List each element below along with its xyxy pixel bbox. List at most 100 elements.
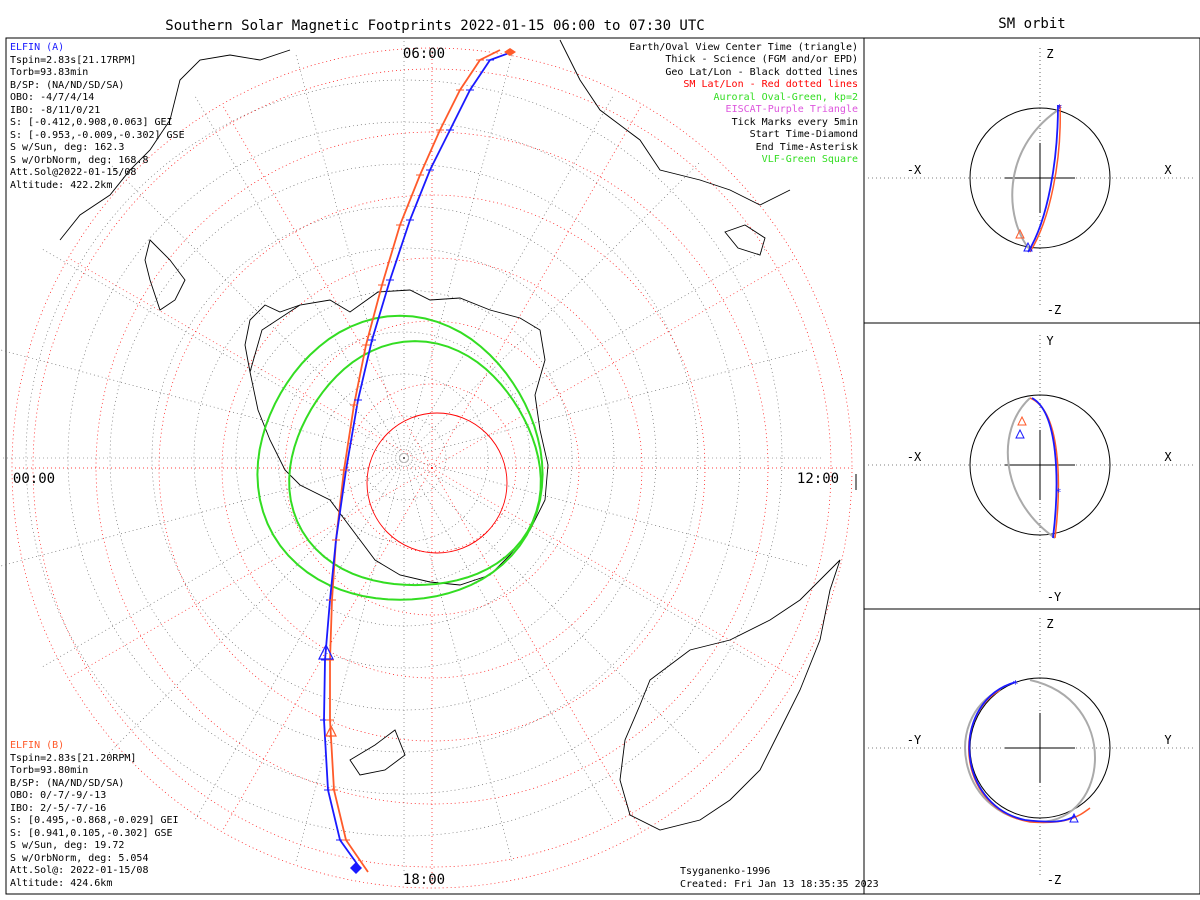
geo-latitude-circle	[25, 79, 783, 837]
earth-circle	[969, 394, 1111, 536]
orbit-frame	[863, 37, 1200, 895]
tierra-del-fuego	[144, 239, 186, 311]
orbit-end-asterisk: *	[1012, 678, 1019, 691]
orbit-triangle-b	[1015, 228, 1025, 239]
legend-entry: End Time-Asterisk	[756, 142, 858, 153]
geo-longitude-line	[0, 349, 405, 459]
elfin-a-start-diamond	[350, 862, 362, 874]
footprint-tracks	[318, 48, 516, 874]
mlt-label-bottom: 18:00	[403, 872, 445, 888]
sm-longitude-line	[68, 257, 433, 469]
antarctic-peninsula	[244, 304, 301, 373]
sm-orbit-panels: Z -Z -X X * Y -Y -X X * Z -Z -Y Y *	[868, 47, 1196, 887]
sm-longitude-line	[431, 104, 643, 469]
elfin-a-line: S: [-0.412,0.908,0.063] GEI	[10, 117, 173, 128]
legend: Earth/Oval View Center Time (triangle) T…	[629, 42, 858, 165]
geo-longitude-line	[403, 457, 768, 669]
elfin-a-line: Att.Sol@2022-01-15/08	[10, 167, 136, 178]
geo-longitude-line	[193, 457, 405, 822]
sm-axis-label-bottom: -Y	[1047, 590, 1062, 604]
geo-longitude-line	[193, 94, 405, 459]
geo-longitude-line	[295, 52, 405, 459]
elfin-b-line: Tspin=2.83s[21.20RPM]	[10, 753, 136, 764]
sm-axis-label-left: -X	[907, 163, 922, 177]
orbit-elfin-b	[1029, 104, 1061, 253]
sm-orbit-panel: Y -Y -X X *	[868, 334, 1196, 604]
elfin-b-line: IBO: 2/-5/-7/-16	[10, 803, 106, 814]
elfin-b-line: B/SP: (NA/ND/SD/SA)	[10, 778, 124, 789]
orbit-elfin-b	[968, 689, 1091, 824]
elfin-b-line: OBO: 0/-7/-9/-13	[10, 790, 106, 801]
elfin-a-line: S w/OrbNorm, deg: 168.8	[10, 155, 148, 166]
sm-axis-label-right: X	[1164, 163, 1172, 177]
elfin-a-name: ELFIN (A)	[10, 42, 64, 53]
elfin-b-line: Torb=93.80min	[10, 765, 88, 776]
sm-grid	[11, 47, 853, 889]
geo-longitude-line	[106, 457, 405, 756]
geo-grid	[0, 38, 824, 878]
legend-entry: Start Time-Diamond	[750, 129, 858, 140]
sm-axis-label-bottom: -Z	[1047, 303, 1061, 317]
orbit-elfin-a	[968, 681, 1076, 823]
elfin-a-line: Torb=93.83min	[10, 67, 88, 78]
elfin-b-line: S: [0.941,0.105,-0.302] GSE	[10, 828, 173, 839]
sm-axis-label-right: Y	[1164, 733, 1172, 747]
legend-entry: SM Lat/Lon - Red dotted lines	[683, 79, 858, 90]
elfin-b-name: ELFIN (B)	[10, 740, 64, 751]
coastlines	[59, 39, 841, 831]
elfin-b-line: Att.Sol@: 2022-01-15/08	[10, 865, 148, 876]
model-label: Tsyganenko-1996	[680, 866, 770, 877]
orbit-title: SM orbit	[998, 16, 1065, 32]
auroral-oval	[256, 314, 544, 601]
legend-entry: Tick Marks every 5min	[732, 117, 858, 128]
sm-axis-label-right: X	[1164, 450, 1172, 464]
antarctica-coastline	[249, 289, 549, 586]
geo-latitude-circle	[109, 163, 699, 753]
elfin-a-line: S w/Sun, deg: 162.3	[10, 142, 124, 153]
elfin-b-line: S w/Sun, deg: 19.72	[10, 840, 124, 851]
legend-entry: VLF-Green Square	[762, 154, 858, 165]
sm-axis-label-top: Z	[1046, 47, 1053, 61]
elfin-a-line: IBO: -8/11/0/21	[10, 105, 100, 116]
elfin-b-line: S: [0.495,-0.868,-0.029] GEI	[10, 815, 179, 826]
elfin-b-line: S w/OrbNorm, deg: 5.054	[10, 853, 148, 864]
sm-longitude-line	[431, 467, 643, 832]
sm-axis-label-bottom: -Z	[1047, 873, 1061, 887]
sm-axis-label-top: Y	[1046, 334, 1054, 348]
sm-axis-label-left: -Y	[907, 733, 922, 747]
orbit-triangle-a	[1023, 241, 1033, 252]
auroral-oval-outer	[256, 314, 544, 601]
auroral-oval-inner	[288, 340, 542, 587]
orbit-end-asterisk: *	[1055, 486, 1062, 499]
geo-longitude-line	[403, 94, 615, 459]
geo-latitude-circle	[193, 247, 615, 669]
geo-longitude-line	[40, 457, 405, 669]
elfin-a-info: ELFIN (A) Tspin=2.83s[21.17RPM] Torb=93.…	[10, 42, 185, 191]
orbit-triangle-b	[1017, 415, 1027, 426]
sm-pole-circle	[366, 412, 508, 554]
geo-longitude-line	[403, 160, 702, 459]
australia-coastline	[619, 559, 841, 831]
elfin-a-view-center-triangle	[318, 643, 334, 660]
elfin-b-view-center-triangle	[325, 724, 337, 737]
orbit-gray	[1006, 397, 1056, 539]
elfin-a-line: Altitude: 422.2km	[10, 180, 112, 191]
elfin-a-line: OBO: -4/7/4/14	[10, 92, 94, 103]
legend-entry: Thick - Science (FGM and/or EPD)	[665, 54, 858, 65]
orbit-elfin-a	[1027, 104, 1059, 253]
elfin-b-line: Altitude: 424.6km	[10, 878, 112, 889]
orbit-triangle-a	[1015, 428, 1025, 439]
sm-axis-label-top: Z	[1046, 617, 1053, 631]
mlt-label-right: 12:00	[797, 471, 839, 487]
africa-coastline	[559, 39, 791, 206]
orbit-end-asterisk: *	[1056, 102, 1063, 115]
elfin-b-end-marker	[504, 48, 516, 56]
legend-entry: Auroral Oval-Green, kp=2	[714, 92, 859, 103]
sm-axis-label-left: -X	[907, 450, 922, 464]
mlt-label-top: 06:00	[403, 46, 445, 62]
legend-entry: EISCAT-Purple Triangle	[726, 104, 858, 115]
elfin-b-info: ELFIN (B) Tspin=2.83s[21.20RPM] Torb=93.…	[10, 740, 179, 889]
sm-latitude-circle	[11, 47, 853, 889]
main-title: Southern Solar Magnetic Footprints 2022-…	[165, 18, 704, 34]
